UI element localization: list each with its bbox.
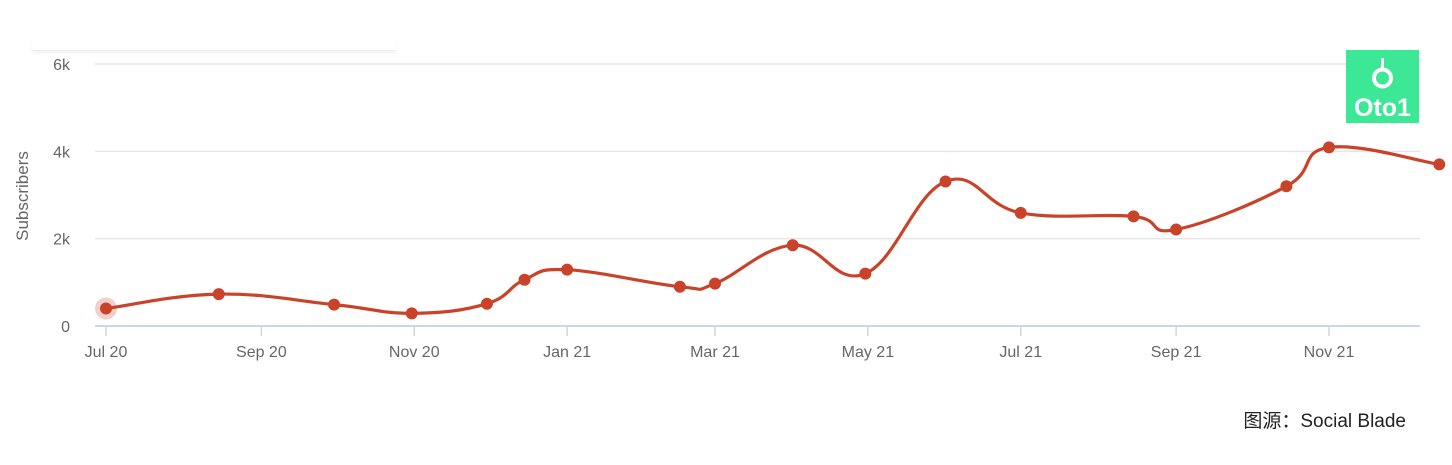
data-point[interactable] [708, 277, 721, 290]
x-tick-label: Mar 21 [690, 344, 740, 361]
data-point[interactable] [1280, 180, 1293, 193]
x-tick-label: Nov 21 [1304, 344, 1355, 361]
y-tick-label: 4k [53, 144, 71, 161]
data-point[interactable] [518, 273, 531, 286]
data-point[interactable] [1127, 210, 1140, 223]
x-tick-label: Sep 20 [236, 344, 287, 361]
source-credit: 图源：Social Blade [1243, 411, 1406, 432]
x-tick-label: Jul 21 [999, 344, 1042, 361]
data-point[interactable] [561, 263, 574, 276]
data-point[interactable] [1433, 158, 1446, 171]
data-point[interactable] [1323, 141, 1335, 154]
logo-lettering: Oto1 [1354, 94, 1411, 122]
data-point[interactable] [480, 297, 493, 310]
y-tick-label: 0 [61, 319, 70, 336]
data-point[interactable] [212, 288, 225, 301]
data-point[interactable] [859, 267, 872, 280]
y-axis-title: Subscribers [13, 151, 32, 241]
x-tick-label: Sep 21 [1151, 344, 1202, 361]
data-point[interactable] [100, 302, 112, 315]
y-axis-ticks: 0 2k 4k 6k [53, 57, 71, 336]
data-point[interactable] [786, 239, 799, 252]
tooltip-remnant [32, 36, 396, 51]
series-line [105, 145, 1440, 315]
series-points [95, 141, 1446, 320]
x-tick-label: Nov 20 [389, 344, 440, 361]
gridlines [95, 63, 1420, 240]
x-tick-label: May 21 [842, 344, 895, 361]
data-point[interactable] [673, 280, 686, 293]
data-point[interactable] [939, 175, 952, 188]
y-tick-label: 2k [53, 232, 71, 249]
x-tick-label: Jul 20 [85, 344, 128, 361]
data-point[interactable] [405, 307, 418, 320]
x-axis: Jul 20 Sep 20 Nov 20 Jan 21 Mar 21 May 21 Jul … [85, 325, 1420, 361]
x-tick-label: Jan 21 [543, 344, 591, 361]
data-point[interactable] [1170, 223, 1183, 236]
y-tick-label: 6k [53, 57, 71, 74]
data-point[interactable] [1014, 206, 1027, 219]
oto1-logo: Oto1 [1346, 50, 1419, 123]
data-point[interactable] [328, 298, 341, 311]
